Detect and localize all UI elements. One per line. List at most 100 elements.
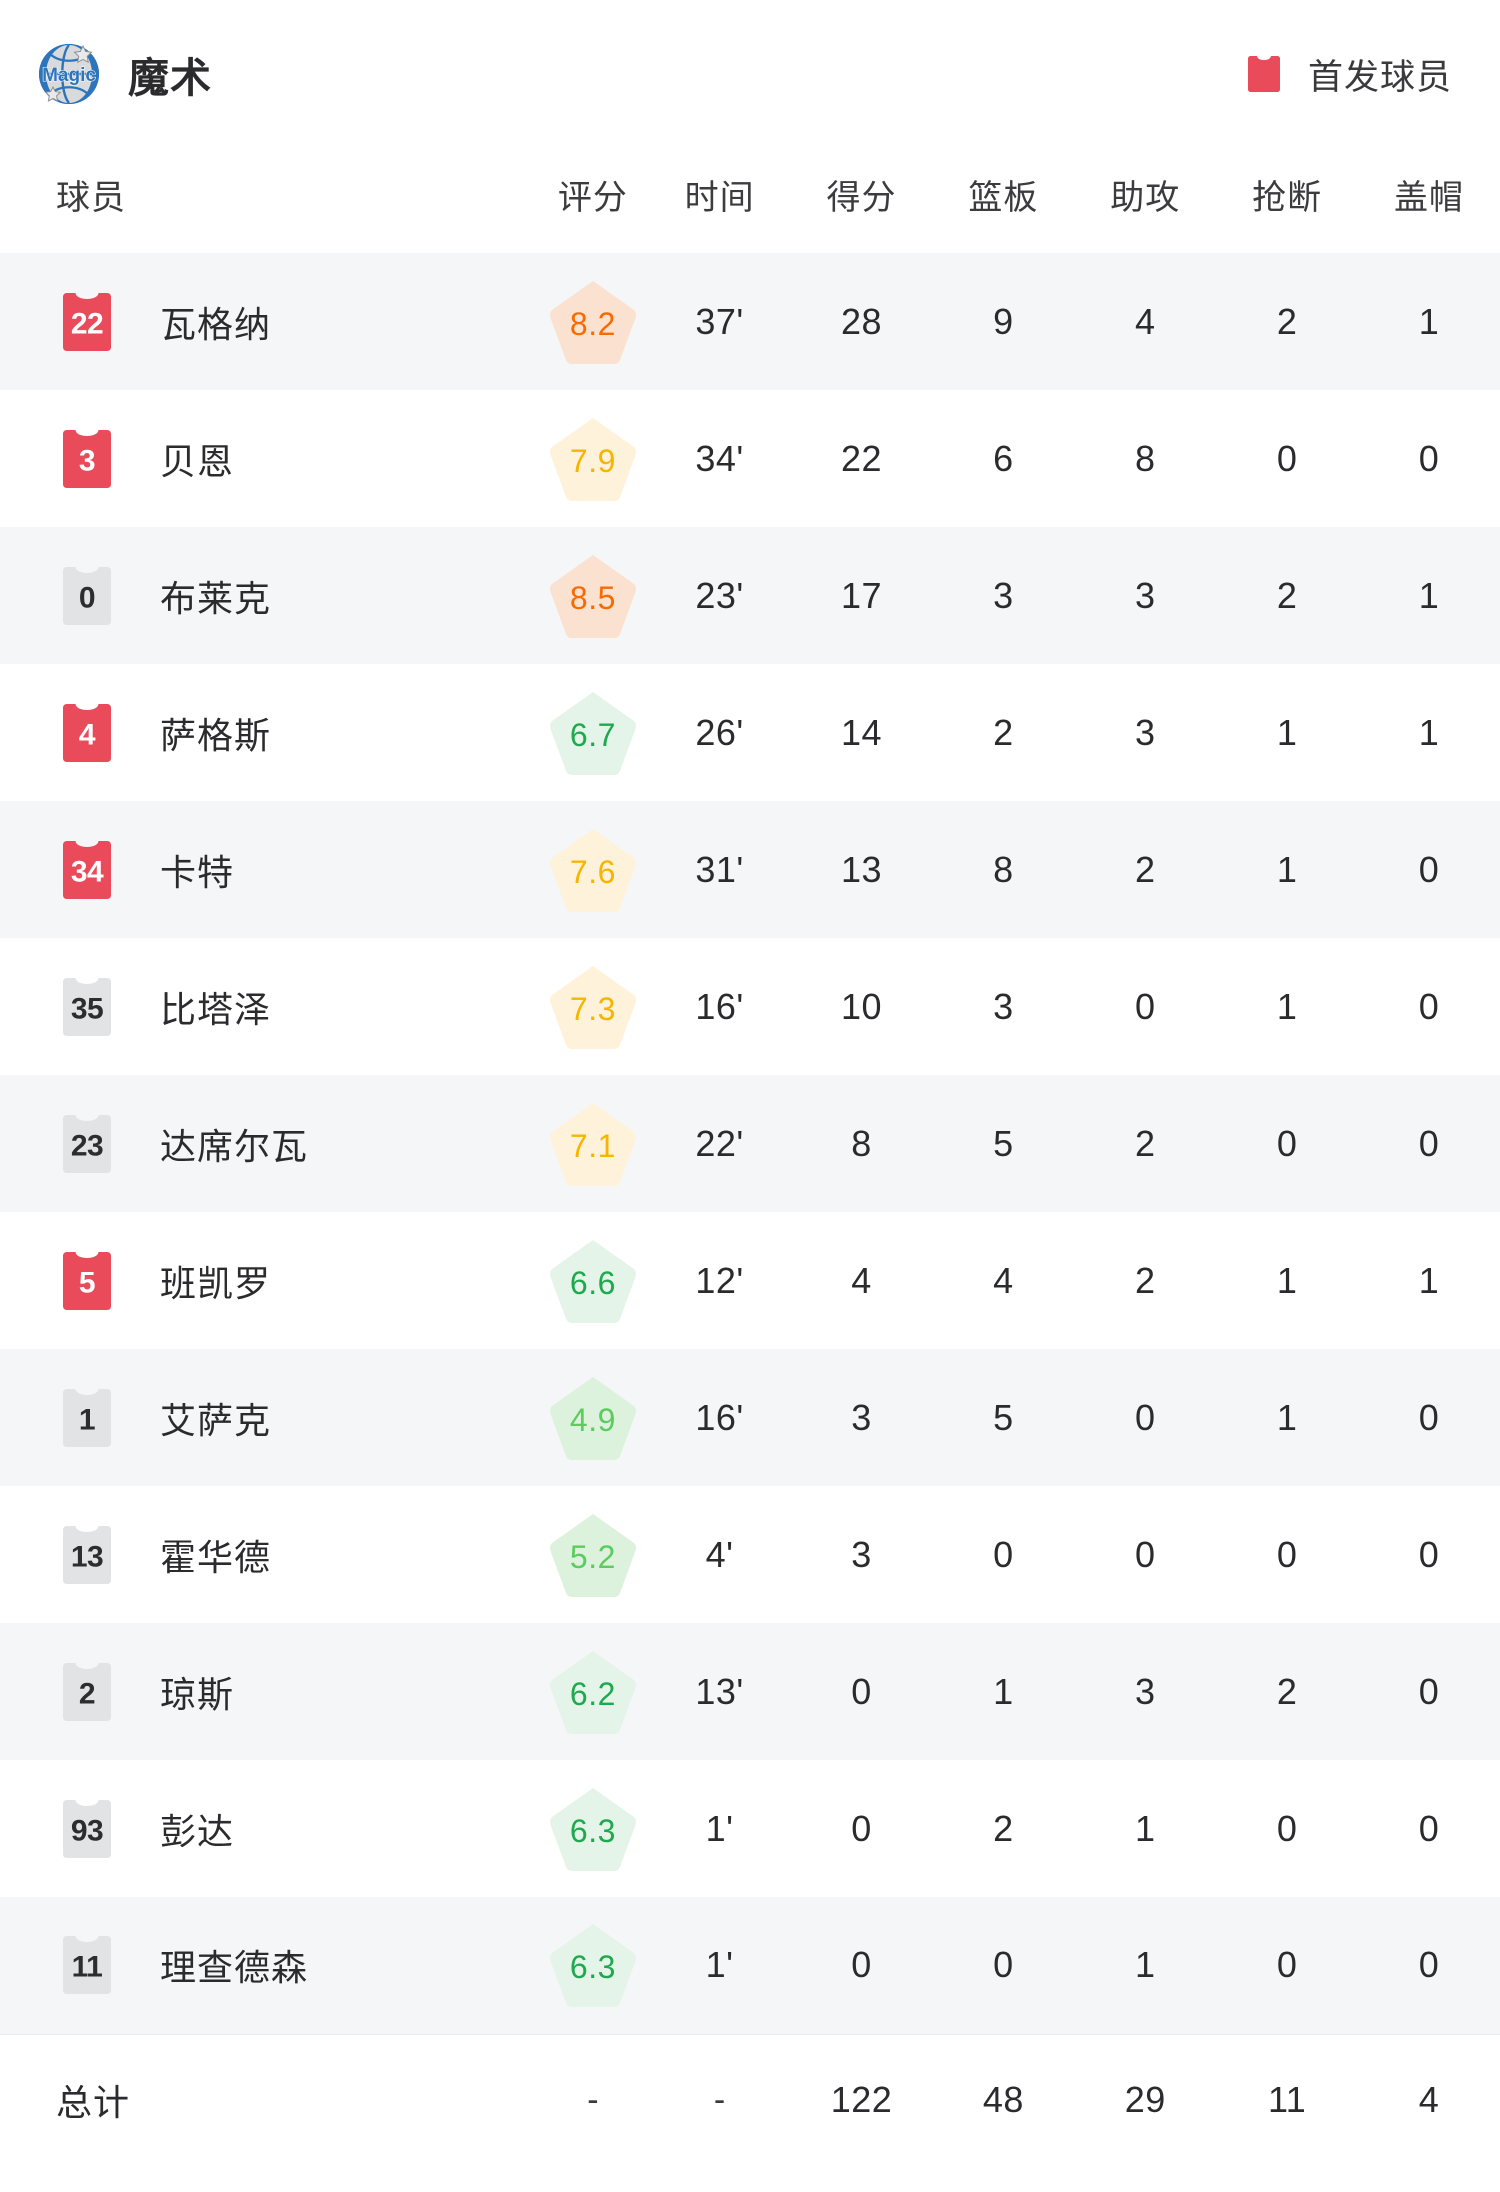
rating-badge: 7.9 xyxy=(547,415,639,503)
team-identity[interactable]: Magic 魔术 xyxy=(36,41,212,107)
totals-label: 总计 xyxy=(56,2082,131,2124)
player-cell[interactable]: 3 贝恩 xyxy=(0,390,537,527)
minutes-cell: 13' xyxy=(695,1670,744,1712)
table-row[interactable]: 5 班凯罗 6.6 12' 4 4 2 1 1 xyxy=(0,1212,1500,1349)
minutes-cell: 34' xyxy=(695,437,744,479)
rating-value: 8.5 xyxy=(569,579,616,616)
column-header-points: 得分 xyxy=(826,179,897,217)
player-name: 理查德森 xyxy=(160,1947,309,1989)
player-name: 霍华德 xyxy=(160,1536,272,1578)
player-cell[interactable]: 22 瓦格纳 xyxy=(0,253,537,390)
blocks-cell: 0 xyxy=(1418,1533,1440,1575)
rating-value: 7.3 xyxy=(569,990,616,1027)
steals-cell: 2 xyxy=(1276,300,1298,342)
jersey-number: 0 xyxy=(78,580,96,614)
table-row[interactable]: 23 达席尔瓦 7.1 22' 8 5 2 0 0 xyxy=(0,1075,1500,1212)
rating-value: 6.3 xyxy=(569,1812,616,1849)
rating-cell: 7.1 xyxy=(537,1075,648,1212)
table-row[interactable]: 34 卡特 7.6 31' 13 8 2 1 0 xyxy=(0,801,1500,938)
jersey-icon: 13 xyxy=(56,1522,118,1588)
column-header-player: 球员 xyxy=(56,179,126,217)
rebounds-cell: 8 xyxy=(993,848,1014,890)
points-cell: 3 xyxy=(851,1396,872,1438)
table-row[interactable]: 93 彭达 6.3 1' 0 2 1 0 0 xyxy=(0,1760,1500,1897)
jersey-icon: 34 xyxy=(56,837,118,903)
blocks-cell: 1 xyxy=(1418,711,1440,753)
minutes-cell: 22' xyxy=(695,1122,744,1164)
player-cell[interactable]: 13 霍华德 xyxy=(0,1486,537,1623)
assists-cell: 0 xyxy=(1134,985,1156,1027)
column-header-assists: 助攻 xyxy=(1110,179,1181,217)
rating-badge: 6.6 xyxy=(547,1237,639,1325)
rebounds-cell: 5 xyxy=(993,1396,1014,1438)
starters-legend: 首发球员 xyxy=(1242,49,1452,100)
rating-badge: 7.6 xyxy=(547,826,639,914)
player-cell[interactable]: 93 彭达 xyxy=(0,1760,537,1897)
assists-cell: 2 xyxy=(1134,848,1156,890)
steals-cell: 0 xyxy=(1276,1944,1298,1986)
player-cell[interactable]: 11 理查德森 xyxy=(0,1897,537,2034)
player-name: 彭达 xyxy=(160,1810,235,1852)
player-cell[interactable]: 1 艾萨克 xyxy=(0,1349,537,1486)
minutes-cell: 16' xyxy=(695,985,744,1027)
rebounds-cell: 3 xyxy=(993,574,1014,616)
assists-cell: 1 xyxy=(1134,1807,1156,1849)
column-header-blocks: 盖帽 xyxy=(1394,179,1465,217)
rating-badge: 8.5 xyxy=(547,552,639,640)
rating-cell: 8.5 xyxy=(537,527,648,664)
totals-rating-cell: - xyxy=(537,2033,649,2166)
table-row[interactable]: 35 比塔泽 7.3 16' 10 3 0 1 0 xyxy=(0,938,1500,1075)
player-cell[interactable]: 23 达席尔瓦 xyxy=(0,1075,537,1212)
totals-rebounds-cell: 48 xyxy=(932,2033,1075,2166)
totals-minutes-cell: - xyxy=(648,2033,791,2166)
jersey-number: 22 xyxy=(70,306,104,340)
player-cell[interactable]: 35 比塔泽 xyxy=(0,938,537,1075)
rating-badge: 7.1 xyxy=(547,1100,639,1188)
totals-label-cell: 总计 xyxy=(0,2033,538,2166)
table-row[interactable]: 13 霍华德 5.2 4' 3 0 0 0 0 xyxy=(0,1486,1500,1623)
rating-badge: 4.9 xyxy=(547,1374,639,1462)
rating-value: 5.2 xyxy=(569,1538,616,1575)
jersey-icon: 11 xyxy=(56,1932,118,1998)
minutes-cell: 1' xyxy=(705,1807,734,1849)
assists-cell: 3 xyxy=(1134,1670,1156,1712)
rebounds-cell: 4 xyxy=(993,1259,1014,1301)
player-cell[interactable]: 34 卡特 xyxy=(0,801,537,938)
rating-badge: 7.3 xyxy=(547,963,639,1051)
points-cell: 10 xyxy=(840,985,882,1027)
table-row[interactable]: 0 布莱克 8.5 23' 17 3 3 2 1 xyxy=(0,527,1500,664)
jersey-icon xyxy=(1242,53,1286,95)
jersey-icon: 4 xyxy=(56,700,118,766)
blocks-cell: 0 xyxy=(1418,437,1440,479)
rating-badge: 6.3 xyxy=(547,1921,639,2009)
jersey-number: 11 xyxy=(71,1950,103,1984)
table-row[interactable]: 2 琼斯 6.2 13' 0 1 3 2 0 xyxy=(0,1623,1500,1760)
column-header-rebounds: 篮板 xyxy=(968,179,1039,217)
assists-cell: 1 xyxy=(1134,1944,1156,1986)
player-cell[interactable]: 0 布莱克 xyxy=(0,527,537,664)
table-row[interactable]: 3 贝恩 7.9 34' 22 6 8 0 0 xyxy=(0,390,1500,527)
table-row[interactable]: 4 萨格斯 6.7 26' 14 2 3 1 1 xyxy=(0,664,1500,801)
table-row[interactable]: 1 艾萨克 4.9 16' 3 5 0 1 0 xyxy=(0,1349,1500,1486)
rating-value: 7.1 xyxy=(569,1127,616,1164)
points-cell: 8 xyxy=(851,1122,872,1164)
rebounds-cell: 9 xyxy=(993,300,1014,342)
player-name: 布莱克 xyxy=(160,577,272,619)
player-cell[interactable]: 5 班凯罗 xyxy=(0,1212,537,1349)
assists-cell: 4 xyxy=(1134,300,1156,342)
player-name: 班凯罗 xyxy=(160,1262,272,1304)
assists-cell: 0 xyxy=(1134,1533,1156,1575)
column-header-steals: 抢断 xyxy=(1252,179,1323,217)
rating-cell: 6.2 xyxy=(537,1623,648,1760)
rebounds-cell: 5 xyxy=(993,1122,1014,1164)
player-cell[interactable]: 2 琼斯 xyxy=(0,1623,537,1760)
table-row[interactable]: 11 理查德森 6.3 1' 0 0 1 0 0 xyxy=(0,1897,1500,2034)
blocks-cell: 0 xyxy=(1418,1807,1440,1849)
rebounds-cell: 0 xyxy=(993,1533,1014,1575)
steals-cell: 1 xyxy=(1276,848,1298,890)
table-row[interactable]: 22 瓦格纳 8.2 37' 28 9 4 2 1 xyxy=(0,253,1500,390)
player-cell[interactable]: 4 萨格斯 xyxy=(0,664,537,801)
jersey-number: 1 xyxy=(78,1402,96,1436)
minutes-cell: 37' xyxy=(695,300,744,342)
